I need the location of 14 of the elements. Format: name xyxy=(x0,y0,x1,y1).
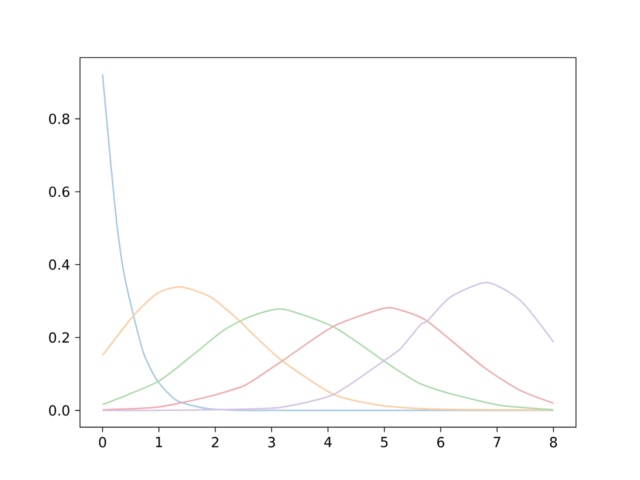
x-tick-label: 3 xyxy=(268,436,275,448)
y-tick-label: 0.6 xyxy=(49,186,70,197)
x-tick-label: 0 xyxy=(99,436,106,448)
x-tick-label: 1 xyxy=(156,436,162,448)
x-tick-label: 5 xyxy=(381,436,388,448)
x-tick-label: 6 xyxy=(437,436,444,448)
x-tick-label: 8 xyxy=(550,436,557,448)
y-tick-label: 0.2 xyxy=(49,332,69,343)
x-tick-label: 2 xyxy=(212,436,218,448)
y-tick-label: 0.0 xyxy=(49,405,70,416)
x-tick-label: 7 xyxy=(494,436,500,448)
y-tick-label: 0.4 xyxy=(49,259,70,270)
x-tick-label: 4 xyxy=(324,436,332,448)
y-tick-label: 0.8 xyxy=(49,114,70,124)
